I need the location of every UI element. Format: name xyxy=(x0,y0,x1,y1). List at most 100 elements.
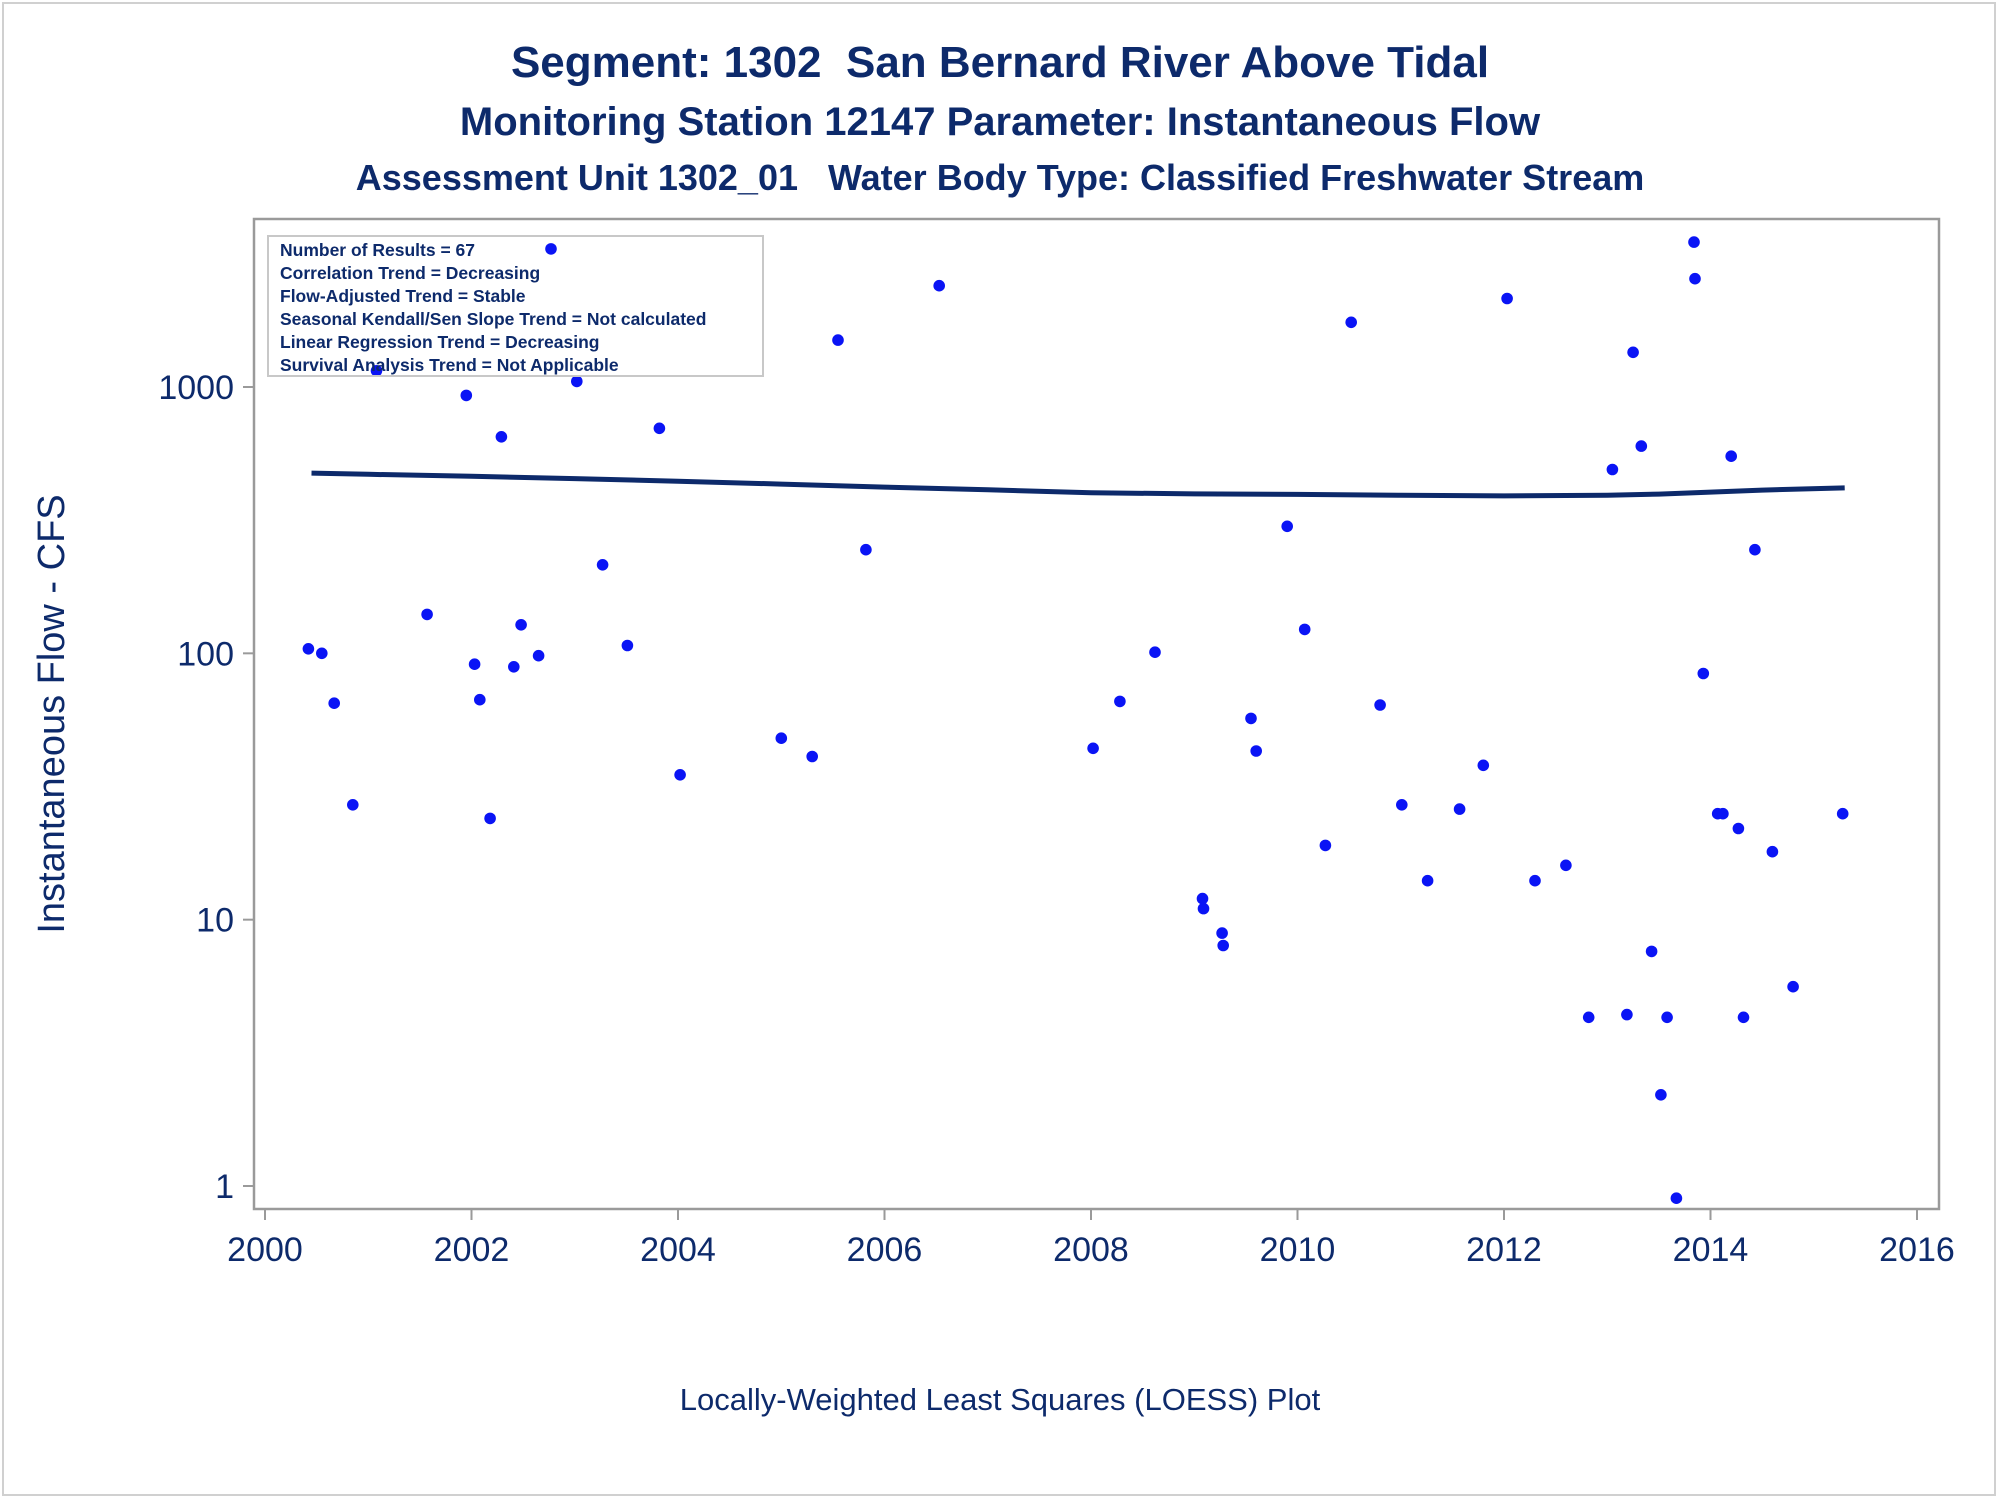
plot-area xyxy=(252,217,1941,1211)
statistic-line: Linear Regression Trend = Decreasing xyxy=(280,332,600,352)
data-point xyxy=(484,812,496,825)
data-point xyxy=(621,639,634,652)
x-tick-label: 2016 xyxy=(1879,1231,1955,1269)
data-point xyxy=(1114,695,1126,708)
data-point xyxy=(1501,292,1513,305)
data-point xyxy=(1197,902,1210,915)
data-point xyxy=(1661,1011,1673,1024)
data-point xyxy=(1319,839,1332,852)
data-point xyxy=(1635,440,1648,452)
data-point xyxy=(1836,807,1849,820)
data-point xyxy=(1281,520,1293,533)
loess-layer xyxy=(311,470,1845,499)
data-point xyxy=(1645,945,1658,958)
data-point xyxy=(1529,874,1541,887)
data-point xyxy=(806,750,818,763)
data-point xyxy=(1717,807,1729,820)
data-point xyxy=(370,365,383,377)
x-axis: 2000 2002 2004 2006 2008 2010 2012 2014 2016 xyxy=(227,1209,1955,1269)
data-point xyxy=(1689,272,1701,285)
statistic-line: Flow-Adjusted Trend = Stable xyxy=(280,286,526,306)
data-point xyxy=(515,619,527,631)
inset-border xyxy=(267,235,764,377)
data-point xyxy=(495,431,508,443)
data-point xyxy=(1149,646,1161,658)
y-tick-label: 10 xyxy=(196,902,234,940)
data-point xyxy=(1217,939,1229,952)
data-point xyxy=(1374,699,1386,711)
data-point xyxy=(1725,450,1737,463)
data-point xyxy=(1621,1008,1633,1021)
data-point xyxy=(1582,1011,1595,1024)
chart-subtitle-station: Monitoring Station 12147 Parameter: Inst… xyxy=(459,100,1541,144)
statistic-line: Survival Analysis Trend = Not Applicable xyxy=(280,355,619,375)
data-point xyxy=(1749,543,1761,556)
data-point xyxy=(1477,759,1490,772)
data-point xyxy=(302,643,315,655)
plot-border xyxy=(252,217,1941,1211)
loess-line xyxy=(311,470,1845,499)
data-point xyxy=(508,661,520,673)
data-point xyxy=(1421,874,1434,887)
data-point xyxy=(1732,822,1745,835)
data-point xyxy=(532,649,545,662)
x-tick-label: 2010 xyxy=(1260,1231,1336,1269)
x-tick-label: 2012 xyxy=(1466,1231,1542,1269)
data-point xyxy=(1087,742,1099,755)
data-point xyxy=(1627,346,1639,359)
data-point xyxy=(460,389,473,402)
data-point xyxy=(1688,236,1700,248)
data-points xyxy=(302,236,1849,1204)
data-point xyxy=(1298,623,1311,636)
data-point xyxy=(1670,1192,1683,1204)
data-point xyxy=(860,543,872,556)
data-point xyxy=(674,769,686,781)
data-point xyxy=(1245,712,1257,725)
data-point xyxy=(653,422,666,435)
data-point xyxy=(316,647,328,660)
data-point xyxy=(571,375,583,388)
x-tick-label: 2008 xyxy=(1053,1231,1129,1269)
x-tick-label: 2004 xyxy=(640,1231,716,1269)
data-point xyxy=(775,732,788,744)
statistic-line: Seasonal Kendall/Sen Slope Trend = Not c… xyxy=(280,309,706,329)
chart-subtitle-assessment: Assessment Unit 1302_01 Water Body Type:… xyxy=(355,157,1645,198)
data-point xyxy=(832,334,844,346)
data-point xyxy=(421,608,433,621)
statistics-inset: Number of Results = 67 Correlation Trend … xyxy=(267,235,764,377)
data-point xyxy=(933,279,945,292)
data-point xyxy=(1453,803,1466,815)
chart-title: Segment: 1302 San Bernard River Above Ti… xyxy=(510,38,1490,87)
data-point xyxy=(1787,980,1799,993)
data-point xyxy=(1196,892,1209,905)
y-tick-label: 1 xyxy=(215,1168,234,1206)
x-tick-label: 2006 xyxy=(847,1231,923,1269)
y-tick-label: 100 xyxy=(177,635,234,673)
y-tick-label: 1000 xyxy=(158,369,234,407)
footnote: Locally-Weighted Least Squares (LOESS) P… xyxy=(679,1382,1321,1417)
statistic-line: Correlation Trend = Decreasing xyxy=(280,263,540,283)
data-point xyxy=(596,559,609,571)
data-point xyxy=(1250,745,1262,757)
data-point xyxy=(1396,799,1408,811)
data-point xyxy=(474,693,486,706)
data-point xyxy=(1697,667,1710,680)
data-point xyxy=(347,799,359,811)
data-point xyxy=(468,658,481,670)
x-tick-label: 2002 xyxy=(434,1231,510,1269)
data-point xyxy=(1345,316,1357,329)
x-tick-label: 2000 xyxy=(227,1231,303,1269)
x-tick-label: 2014 xyxy=(1673,1231,1749,1269)
data-point xyxy=(1560,859,1572,872)
data-point xyxy=(1655,1089,1667,1101)
data-point xyxy=(1737,1011,1750,1024)
y-axis: 1 10 100 1000 Instantaneous Flow - CFS xyxy=(31,369,254,1206)
y-axis-title: Instantaneous Flow - CFS xyxy=(31,494,73,933)
data-point xyxy=(545,243,557,255)
data-point xyxy=(328,697,341,709)
data-point xyxy=(1606,463,1619,476)
data-point xyxy=(1216,927,1228,939)
statistic-line: Number of Results = 67 xyxy=(280,240,475,260)
